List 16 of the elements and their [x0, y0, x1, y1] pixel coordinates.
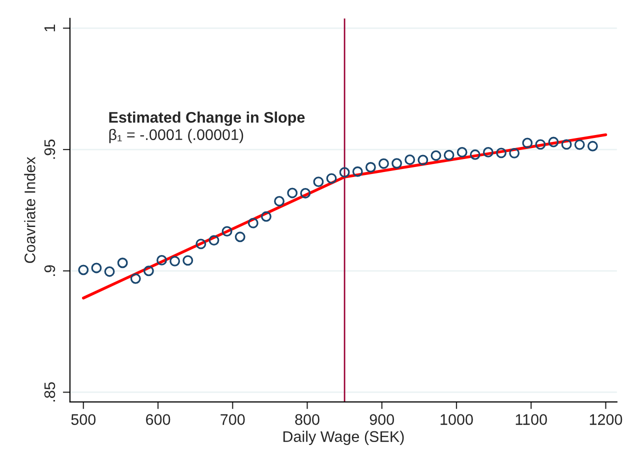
x-tick-label: 1000 [440, 414, 473, 425]
x-tick-label: 900 [370, 414, 394, 425]
x-tick-label: 500 [71, 414, 96, 425]
x-tick-label: 600 [146, 414, 170, 425]
y-axis-title: Coavriate Index [24, 156, 36, 263]
x-tick-label: 700 [220, 414, 245, 425]
x-tick-label: 1100 [516, 414, 547, 425]
y-tick-label: .95 [44, 140, 56, 159]
y-tick-label: 1 [44, 24, 55, 32]
x-tick-label: 1200 [590, 414, 622, 425]
y-tick-label: .85 [44, 382, 56, 402]
x-tick-label: 800 [295, 414, 320, 425]
y-tick-label: .9 [44, 265, 56, 276]
x-axis-title: Daily Wage (SEK) [283, 430, 404, 446]
annotation: Estimated Change in Slope [109, 112, 305, 126]
annotation: β₁ = -.0001 (.00001) [109, 128, 244, 144]
